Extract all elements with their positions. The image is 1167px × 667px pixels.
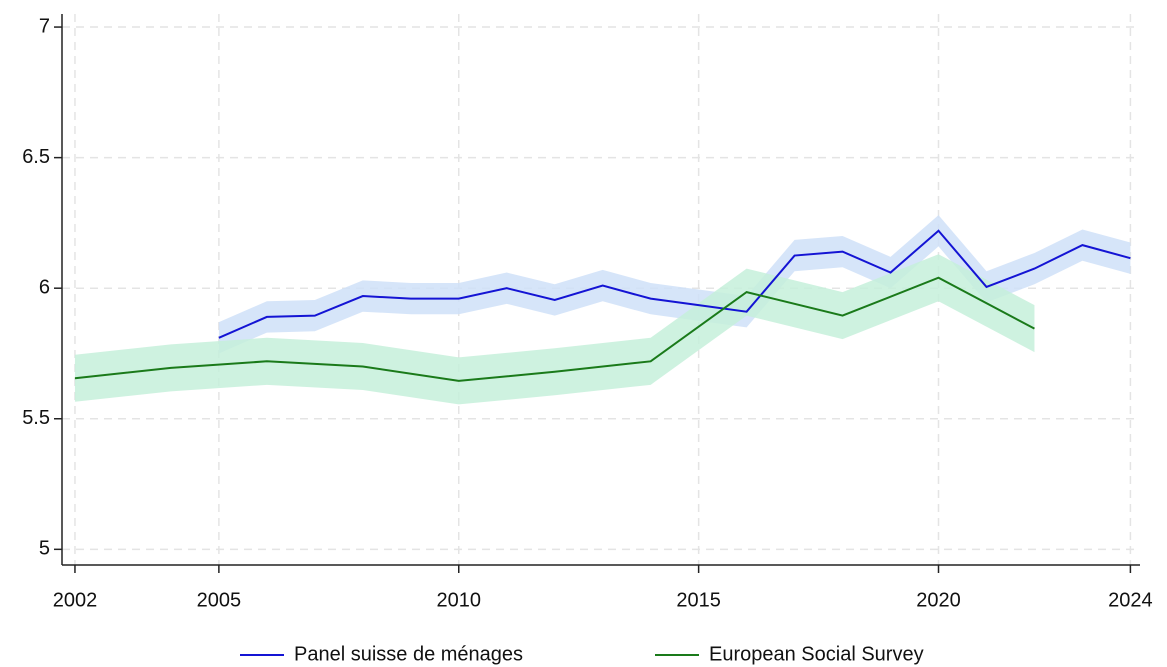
x-tick-label: 2020 <box>916 589 961 611</box>
line <box>74 276 1035 382</box>
x-tick-label: 2015 <box>676 589 721 611</box>
y-tick-label: 5 <box>39 538 50 560</box>
confidence-band <box>218 215 1131 354</box>
legend-label: European Social Survey <box>709 643 924 665</box>
y-tick-label: 6 <box>39 276 50 298</box>
x-tick-label: 2024 <box>1108 589 1153 611</box>
line <box>218 229 1131 339</box>
legend-label: Panel suisse de ménages <box>294 643 523 665</box>
x-tick-label: 2002 <box>53 589 98 611</box>
confidence-band <box>74 254 1035 405</box>
y-tick-label: 7 <box>39 15 50 37</box>
y-tick-label: 5.5 <box>22 407 50 429</box>
x-tick-label: 2005 <box>197 589 242 611</box>
x-tick-label: 2010 <box>437 589 482 611</box>
y-tick-label: 6.5 <box>22 146 50 168</box>
